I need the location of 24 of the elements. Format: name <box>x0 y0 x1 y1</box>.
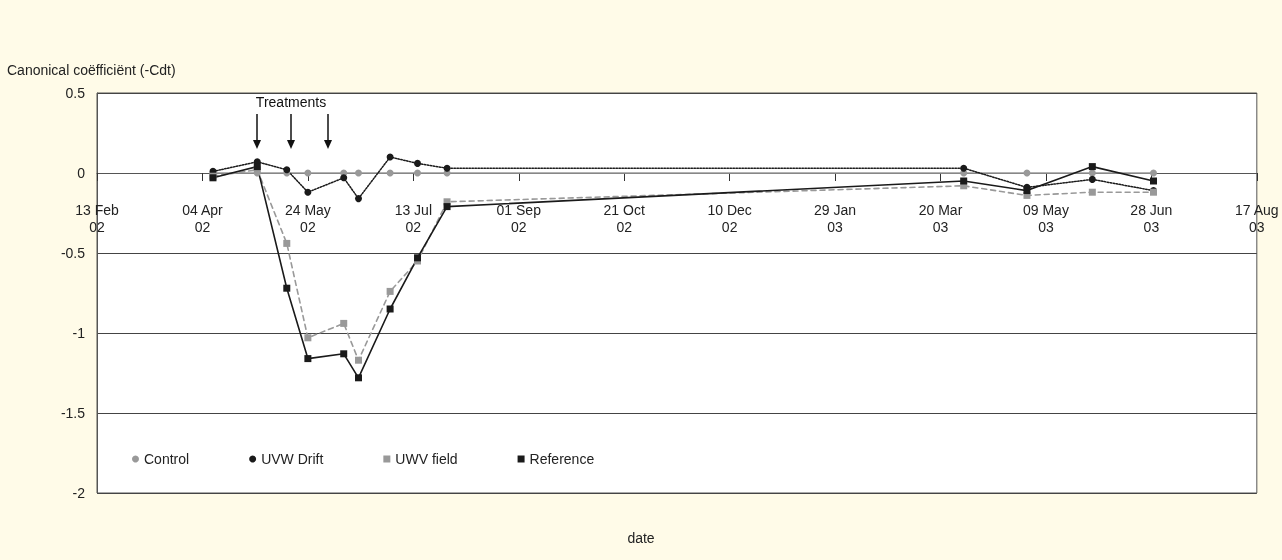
x-tick-label: 09 May 03 <box>1022 201 1069 235</box>
x-tick-label: 17 Aug 03 <box>1235 201 1279 235</box>
x-tick-label: 29 Jan 03 <box>814 201 857 235</box>
y-tick-label: 0 <box>77 165 86 181</box>
x-tick-label: 24 May 02 <box>284 201 331 235</box>
legend-label: UWV field <box>395 451 458 467</box>
legend-label: Reference <box>529 451 595 467</box>
legend-label: UVW Drift <box>261 451 324 467</box>
y-axis-title: Canonical coëfficiënt (-Cdt) <box>7 62 176 78</box>
y-tick-label: -1 <box>72 325 86 341</box>
y-tick-label: -1.5 <box>60 405 86 421</box>
y-tick-label: -2 <box>72 485 86 501</box>
annotation: Treatments <box>255 94 327 110</box>
x-axis-title: date <box>627 530 655 546</box>
x-tick-label: 21 Oct 02 <box>603 201 645 235</box>
x-tick-label: 13 Jul 02 <box>394 201 432 235</box>
y-tick-label: 0.5 <box>65 85 86 101</box>
x-tick-label: 10 Dec 02 <box>707 201 752 235</box>
x-tick-label: 04 Apr 02 <box>182 201 224 235</box>
y-tick-label: -0.5 <box>60 245 86 261</box>
x-tick-label: 20 Mar 03 <box>918 201 963 235</box>
x-tick-label: 28 Jun 03 <box>1130 201 1173 235</box>
x-tick-label: 01 Sep 02 <box>496 201 542 235</box>
legend-label: Control <box>144 451 190 467</box>
